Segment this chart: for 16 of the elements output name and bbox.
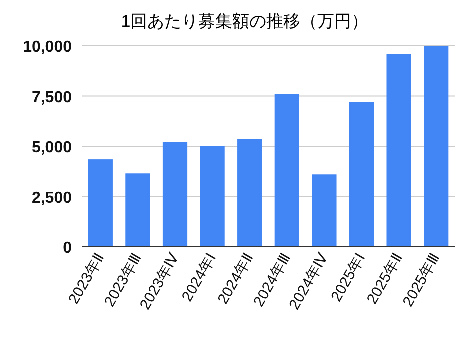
y-tick-label: 7,500 bbox=[32, 89, 72, 106]
bar bbox=[386, 54, 412, 247]
bar bbox=[274, 94, 300, 247]
y-tick-label: 5,000 bbox=[32, 140, 72, 156]
y-tick-label: 0 bbox=[63, 240, 72, 257]
bar bbox=[200, 146, 225, 247]
bar bbox=[238, 139, 262, 247]
y-tick-label: 2,500 bbox=[32, 190, 72, 207]
y-tick-label: 10,000 bbox=[23, 39, 72, 56]
bar bbox=[162, 142, 188, 247]
bar bbox=[88, 160, 113, 247]
chart-title: 1回あたり募集額の推移（万円） bbox=[121, 12, 369, 31]
bar bbox=[424, 46, 449, 247]
bar bbox=[312, 174, 337, 247]
bar bbox=[126, 174, 150, 247]
bar bbox=[349, 102, 374, 247]
